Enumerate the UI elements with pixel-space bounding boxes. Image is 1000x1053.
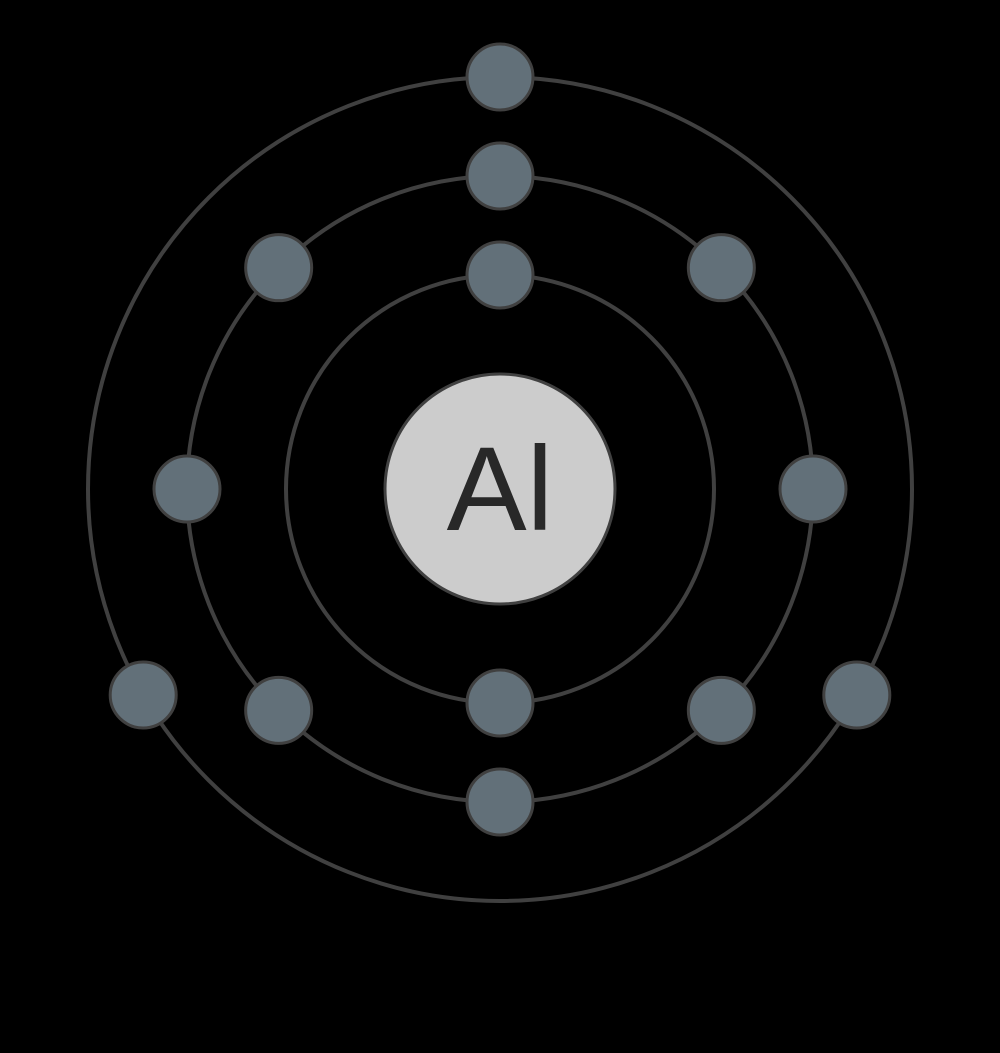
atom-diagram: Al [0, 0, 1000, 1053]
electron-shell2-4 [246, 677, 312, 743]
electron-shell2-3 [154, 456, 220, 522]
electron-shell2-7 [780, 456, 846, 522]
electron-shell2-6 [688, 677, 754, 743]
electron-shell2-2 [246, 235, 312, 301]
electron-shell1-1 [467, 242, 533, 308]
electron-shell2-8 [688, 235, 754, 301]
electron-shell3-1 [467, 44, 533, 110]
atom-svg: Al [0, 0, 1000, 1053]
electron-shell3-2 [110, 662, 176, 728]
electron-shell2-5 [467, 769, 533, 835]
element-symbol: Al [447, 422, 554, 556]
electron-shell1-2 [467, 670, 533, 736]
electron-shell3-3 [824, 662, 890, 728]
electron-shell2-1 [467, 143, 533, 209]
